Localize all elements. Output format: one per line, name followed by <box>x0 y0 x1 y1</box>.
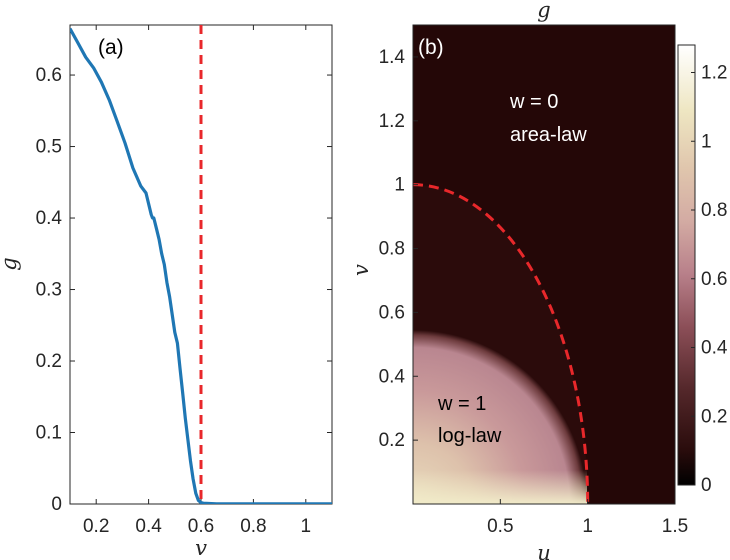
x-tick-label-b: 1.5 <box>662 516 688 537</box>
panel-a-xlabel: v <box>195 536 207 560</box>
y-tick-label-b: 1 <box>394 175 405 196</box>
panel-b-axes <box>412 24 676 505</box>
y-tick-label-a: 0.3 <box>36 280 62 301</box>
annotation-area-law: area-law <box>510 124 587 146</box>
panel-b-title: g <box>537 0 550 22</box>
panel-b-label: (b) <box>418 36 444 59</box>
y-tick-label-a: 0 <box>51 494 62 515</box>
annotation-w0-line1: w = 0 <box>509 91 558 113</box>
y-tick-label-a: 0.5 <box>36 137 62 158</box>
heatmap-bottom-glow <box>413 470 587 504</box>
colorbar-tick-label: 1.2 <box>701 63 727 84</box>
x-tick-label-b: 1 <box>582 516 593 537</box>
panel-a-ylabel: g <box>0 257 21 270</box>
panel-b-ticks: 0.5 1 1.5 0.2 0.4 0.6 0.8 1 1.2 1.4 <box>379 47 689 537</box>
panel-b-ylabel: v <box>349 264 373 276</box>
colorbar-ticks: 0 0.2 0.4 0.6 0.8 1 1.2 <box>691 63 728 496</box>
annotation-w1: w = 1 <box>437 393 486 415</box>
x-tick-label-a: 0.2 <box>83 516 109 537</box>
y-tick-label-b: 1.4 <box>379 47 406 68</box>
colorbar-tick-label: 0.4 <box>701 338 728 359</box>
panel-a-label: (a) <box>98 36 124 59</box>
annotation-log-law: log-law <box>438 425 502 447</box>
y-tick-label-b: 0.4 <box>379 366 406 387</box>
heatmap-region-w1 <box>413 184 588 504</box>
x-tick-label-a: 1 <box>301 516 312 537</box>
colorbar-tick-label: 1 <box>701 131 712 152</box>
y-tick-label-a: 0.4 <box>36 208 63 229</box>
colorbar-gradient <box>677 44 696 486</box>
x-tick-label-b: 0.5 <box>487 516 513 537</box>
y-tick-label-a: 0.1 <box>36 423 62 444</box>
panel-a: 0.2 0.4 0.6 0.8 1 0 0.1 0.2 0.3 0.4 0.5 0.6 (a) v g <box>0 24 333 560</box>
colorbar-tick-label: 0.6 <box>701 269 727 290</box>
panel-b: g 0.5 1 1.5 0.2 0.4 0.6 0.8 1 1.2 1.4 (b) w = 0 a… <box>349 0 688 560</box>
x-tick-label-a: 0.4 <box>135 516 162 537</box>
series-line-g <box>70 27 332 504</box>
y-tick-label-a: 0.6 <box>36 65 62 86</box>
y-tick-label-b: 0.6 <box>379 302 405 323</box>
panel-b-xlabel: u <box>537 541 551 560</box>
x-tick-label-a: 0.8 <box>240 516 266 537</box>
annotation-w0: w = 0 <box>509 91 558 113</box>
phase-boundary <box>413 183 590 504</box>
colorbar-tick-label: 0.8 <box>701 200 727 221</box>
panel-a-ticks: 0.2 0.4 0.6 0.8 1 0 0.1 0.2 0.3 0.4 0.5 0.6 <box>36 25 332 537</box>
y-tick-label-b: 1.2 <box>379 111 405 132</box>
y-tick-label-a: 0.2 <box>36 351 62 372</box>
x-tick-label-a: 0.6 <box>188 516 214 537</box>
colorbar: 0 0.2 0.4 0.6 0.8 1 1.2 <box>677 44 728 496</box>
y-tick-label-b: 0.2 <box>379 430 405 451</box>
y-tick-label-b: 0.8 <box>379 239 405 260</box>
colorbar-tick-label: 0 <box>701 475 712 496</box>
colorbar-tick-label: 0.2 <box>701 406 727 427</box>
